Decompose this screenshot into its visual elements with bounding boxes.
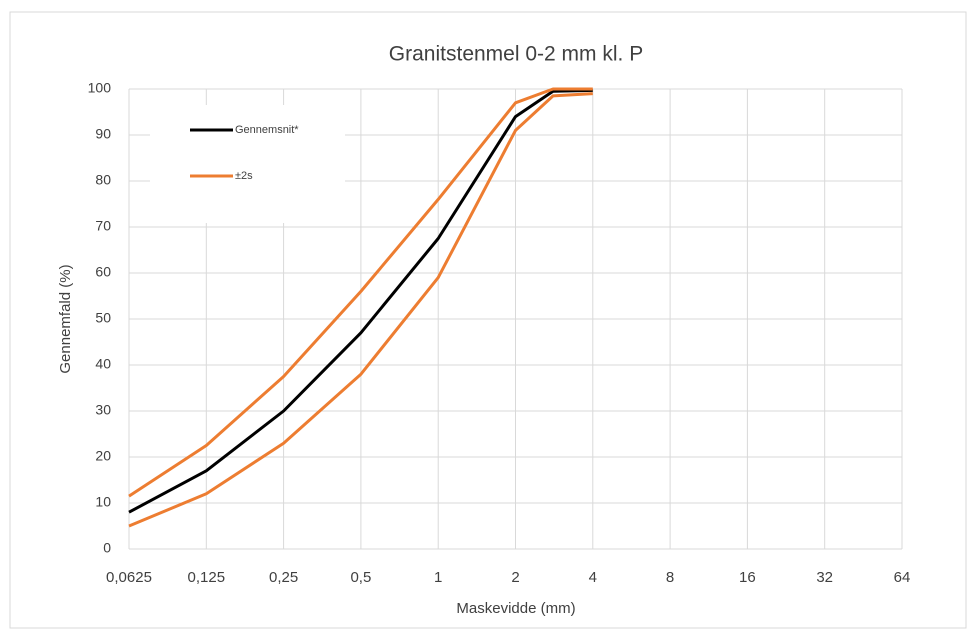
series-line [128,88,593,514]
x-tick-label: 1 [434,569,442,586]
x-tick-label: 2 [511,569,519,586]
series-line [128,92,593,528]
legend-box [150,105,345,223]
x-tick-label: 0,125 [188,569,226,586]
y-tick-label: 80 [95,172,111,188]
x-tick-label: 8 [666,569,674,586]
y-tick-label: 40 [95,356,111,372]
chart-title: Granitstenmel 0-2 mm kl. P [389,43,643,66]
y-tick-label: 50 [95,310,111,326]
x-tick-label: 64 [894,569,911,586]
y-tick-label: 20 [95,448,111,464]
y-tick-label: 30 [95,402,111,418]
x-tick-label: 4 [589,569,597,586]
x-tick-label: 0,25 [269,569,298,586]
y-tick-label: 90 [95,126,111,142]
y-axis-title: Gennemfald (%) [57,264,74,373]
y-tick-label: 10 [95,494,111,510]
x-tick-label: 32 [816,569,833,586]
x-tick-label: 16 [739,569,756,586]
x-tick-label: 0,0625 [106,569,152,586]
chart-border [9,11,967,629]
legend-label: ±2s [235,170,253,182]
x-axis-title: Maskevidde (mm) [456,600,575,617]
x-tick-label: 0,5 [350,569,371,586]
legend-label: Gennemsnit* [235,124,299,136]
series-line [128,87,593,498]
y-tick-label: 0 [103,540,111,556]
y-tick-label: 70 [95,218,111,234]
y-tick-label: 60 [95,264,111,280]
y-tick-label: 100 [88,80,112,96]
